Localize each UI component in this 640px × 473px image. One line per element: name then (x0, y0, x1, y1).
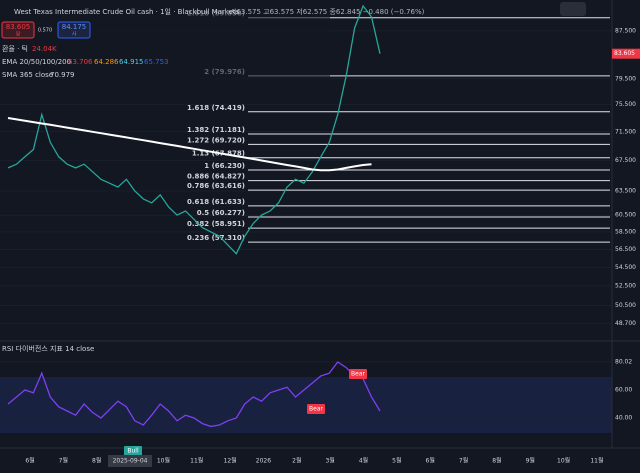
buy-price: 84.175 (62, 23, 87, 31)
y-tick-label: 48.700 (615, 320, 636, 327)
series-line (7, 361, 381, 428)
y-tick-label: 56.500 (615, 246, 636, 253)
x-tick-label: 6월 (25, 457, 34, 465)
volume-label: 환율 · 틱 (2, 44, 28, 53)
y-tick-label: 60.500 (615, 212, 636, 219)
y-tick-label: 67.500 (615, 157, 636, 164)
annotation: Bull (127, 448, 139, 455)
header-bg (0, 0, 330, 84)
y-tick-label: 54.500 (615, 264, 636, 271)
sell-label: 팔 (16, 31, 21, 38)
panel-buttons[interactable] (562, 343, 602, 355)
crosshair-date-box (108, 455, 153, 467)
y-tick-label: 63.500 (615, 187, 636, 194)
sell-box[interactable] (1, 21, 35, 39)
buy-box[interactable] (57, 21, 91, 39)
y-tick-label: 60.00 (615, 387, 632, 394)
fib-label: 0.618 (61.633) (187, 198, 245, 206)
symbol: West Texas Intermediate Crude Oil cash ·… (14, 7, 240, 16)
ema-value: 65.753 (144, 58, 169, 66)
ema-value: 64.286 (94, 58, 119, 66)
ema-label: EMA 20/50/100/200 (2, 58, 71, 66)
annotation-box (349, 369, 367, 379)
annotation-box (124, 446, 142, 456)
x-tick-label: 9월 (526, 457, 535, 465)
fib-label: 1 (66.230) (204, 162, 245, 170)
fib-label: 1.272 (69.720) (187, 136, 245, 144)
x-tick-label: 11월 (590, 457, 603, 465)
buy-label: 사 (72, 31, 77, 38)
fib-label: 1.382 (71.181) (187, 126, 245, 134)
x-tick-label: 8월 (492, 457, 501, 465)
x-tick-label: 5월 (392, 457, 401, 465)
x-tick-label: 8월 (92, 457, 101, 465)
x-tick-label: 12월 (224, 457, 237, 465)
spread: 0.570 (38, 28, 52, 34)
series-line (7, 117, 372, 172)
annotation-box (307, 404, 325, 414)
sma-value: 70.979 (50, 71, 75, 79)
rsi-title: RSI 다이버전스 지표 14 close (2, 344, 94, 353)
x-tick-label: 3월 (325, 457, 334, 465)
sell-price: 83.605 (6, 23, 31, 31)
y-tick-label: 50.500 (615, 302, 636, 309)
last-price-badge (612, 48, 640, 59)
volume-value: 24.04K (32, 45, 57, 53)
x-tick-label: 2025-09-04 (113, 458, 148, 465)
fib-label: 0.5 (60.277) (197, 209, 245, 217)
y-tick-label: 71.500 (615, 128, 636, 135)
rsi-band (0, 377, 612, 433)
y-tick-label: 75.500 (615, 101, 636, 108)
y-tick-label: 80.02 (615, 358, 632, 365)
fib-label: 0.236 (57.310) (187, 234, 245, 242)
ema-value: 64.915 (119, 58, 144, 66)
y-tick-label: 79.500 (615, 75, 636, 82)
y-tick-label: 40.00 (615, 415, 632, 422)
fib-label: 1.618 (74.419) (187, 104, 245, 112)
y-tick-label: 87.500 (615, 27, 636, 34)
ema-value: 63.706 (68, 58, 93, 66)
x-tick-label: 7월 (59, 457, 68, 465)
x-tick-label: 2월 (292, 457, 301, 465)
fib-label: 0.786 (63.616) (187, 182, 245, 190)
last-price-label: 83.605 (614, 50, 635, 57)
fib-label: 0.886 (64.827) (187, 173, 245, 181)
x-tick-label: 11월 (190, 457, 203, 465)
x-tick-label: 6월 (426, 457, 435, 465)
x-tick-label: 10월 (557, 457, 570, 465)
annotation: Bear (309, 406, 323, 413)
ohlc: 시63.575 고63.575 저62.575 종62.845 −0.480 (… (230, 7, 425, 16)
y-tick-label: 58.500 (615, 228, 636, 235)
x-tick-label: 4월 (359, 457, 368, 465)
x-tick-label: 10월 (157, 457, 170, 465)
fib-label: 0.382 (58.951) (187, 220, 245, 228)
sma-label: SMA 365 close (2, 71, 53, 79)
series-line (7, 4, 381, 255)
annotation: Bear (351, 371, 365, 378)
toolbar-button[interactable] (560, 2, 586, 16)
x-tick-label: 7월 (459, 457, 468, 465)
x-tick-label: 2026 (256, 458, 271, 465)
y-tick-label: 52.500 (615, 282, 636, 289)
